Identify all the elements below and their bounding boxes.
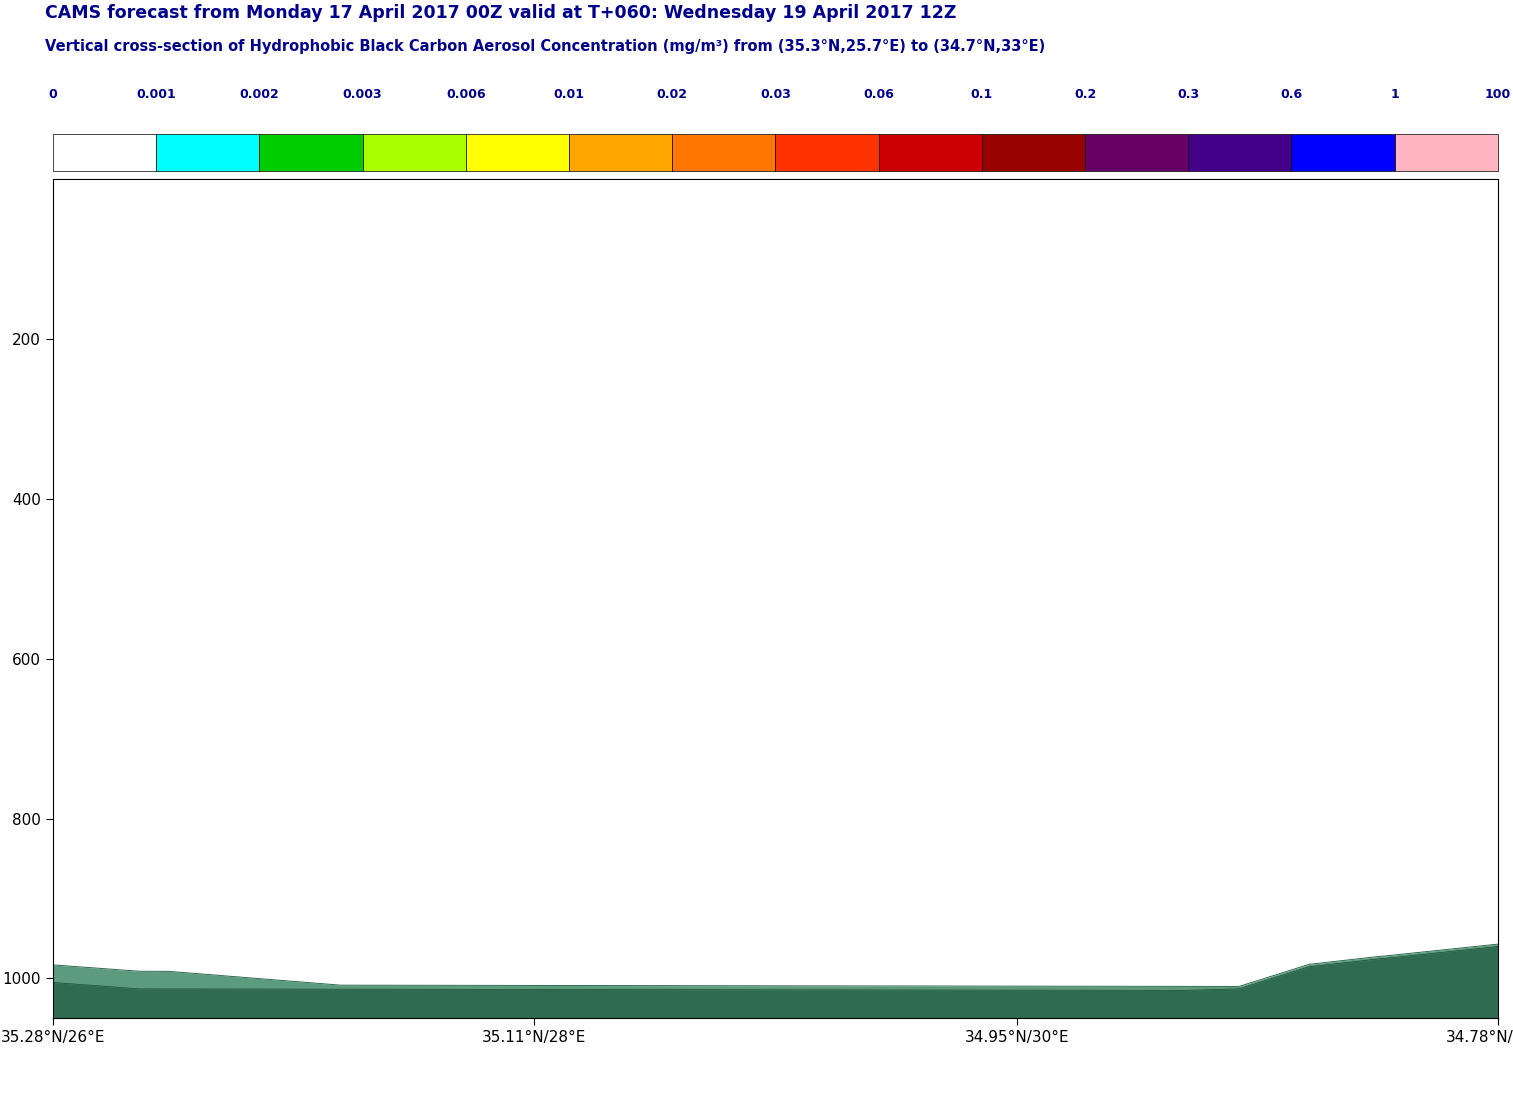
Text: 0.003: 0.003: [343, 88, 383, 101]
Bar: [259, 134, 363, 171]
Bar: [1188, 134, 1292, 171]
Bar: [1292, 134, 1395, 171]
Text: 0.01: 0.01: [554, 88, 584, 101]
Text: Vertical cross-section of Hydrophobic Black Carbon Aerosol Concentration (mg/m³): Vertical cross-section of Hydrophobic Bl…: [45, 40, 1045, 54]
Bar: [879, 134, 982, 171]
Bar: [569, 134, 672, 171]
Text: 0: 0: [48, 88, 57, 101]
Text: 0.3: 0.3: [1177, 88, 1200, 101]
Bar: [466, 134, 569, 171]
Text: 0.6: 0.6: [1280, 88, 1303, 101]
Text: 0.06: 0.06: [864, 88, 894, 101]
Text: 0.002: 0.002: [239, 88, 280, 101]
Bar: [1395, 134, 1498, 171]
Bar: [53, 134, 156, 171]
Text: 0.03: 0.03: [760, 88, 791, 101]
Text: 100: 100: [1484, 88, 1511, 101]
Text: 0.006: 0.006: [446, 88, 486, 101]
Bar: [1085, 134, 1188, 171]
Text: CAMS forecast from Monday 17 April 2017 00Z valid at T+060: Wednesday 19 April 2: CAMS forecast from Monday 17 April 2017 …: [45, 3, 956, 22]
Bar: [363, 134, 466, 171]
Text: 0.02: 0.02: [657, 88, 688, 101]
Text: 0.001: 0.001: [136, 88, 176, 101]
Text: 1: 1: [1390, 88, 1400, 101]
Text: 0.2: 0.2: [1074, 88, 1095, 101]
Bar: [156, 134, 259, 171]
Bar: [672, 134, 775, 171]
Bar: [775, 134, 879, 171]
Bar: [982, 134, 1085, 171]
Text: 0.1: 0.1: [971, 88, 993, 101]
